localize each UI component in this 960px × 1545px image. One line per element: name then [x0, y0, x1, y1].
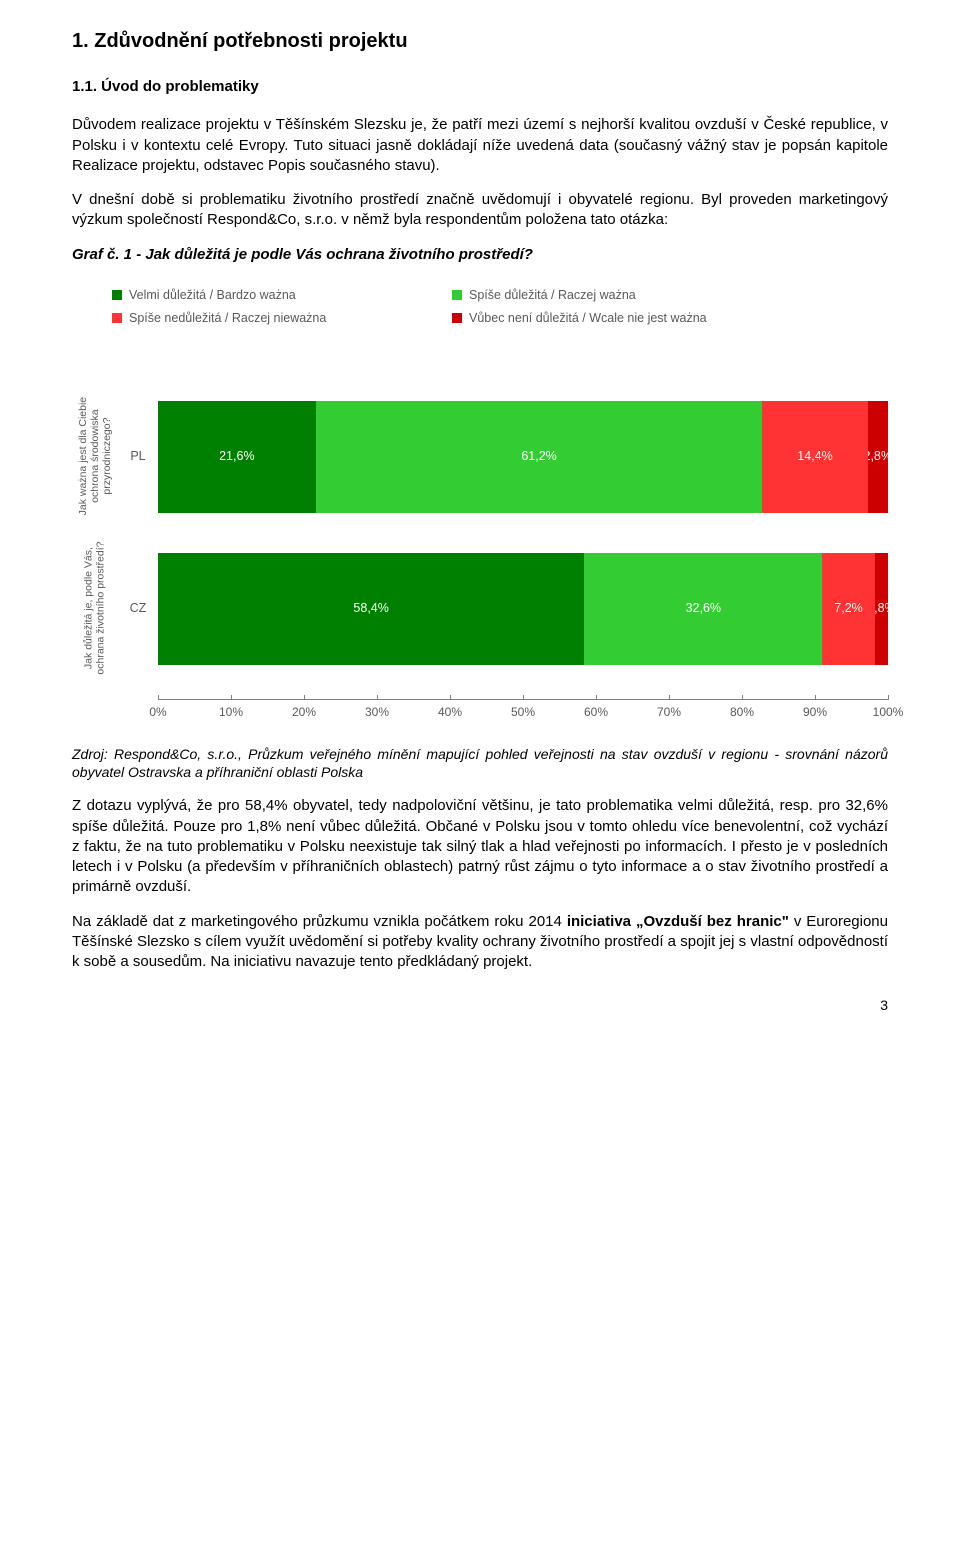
legend-item: Spíše důležitá / Raczej ważna	[452, 287, 636, 304]
y-axis-label: Jak důležitá je, podle Vás,ochrana život…	[72, 553, 118, 665]
heading-subsection: 1.1. Úvod do problematiky	[72, 77, 888, 97]
stacked-bar: 58,4%32,6%7,2%1,8%	[158, 553, 888, 665]
heading-section: 1. Zdůvodnění potřebnosti projektu	[72, 28, 888, 55]
category-label: CZ	[118, 553, 158, 665]
legend-label: Vůbec není důležitá / Wcale nie jest waż…	[469, 310, 707, 327]
bar-segment: 21,6%	[158, 401, 316, 513]
x-tick-label: 80%	[730, 704, 754, 720]
bar-segment: 14,4%	[762, 401, 867, 513]
chart-row: Jak ważna jest dla Ciebieochrona środowi…	[72, 401, 888, 513]
x-tick-label: 0%	[149, 704, 166, 720]
x-tick-label: 90%	[803, 704, 827, 720]
x-tick-label: 30%	[365, 704, 389, 720]
page-number: 3	[72, 996, 888, 1015]
x-axis: 0%10%20%30%40%50%60%70%80%90%100%	[158, 699, 888, 727]
legend-swatch	[452, 313, 462, 323]
paragraph-3: Z dotazu vyplývá, že pro 58,4% obyvatel,…	[72, 796, 888, 897]
x-tick-label: 20%	[292, 704, 316, 720]
x-tick-label: 40%	[438, 704, 462, 720]
chart-source: Zdroj: Respond&Co, s.r.o., Průzkum veřej…	[72, 745, 888, 783]
bar-segment: 2,8%	[868, 401, 888, 513]
legend-item: Velmi důležitá / Bardzo ważna	[112, 287, 452, 304]
x-tick-label: 100%	[873, 704, 904, 720]
x-tick-label: 50%	[511, 704, 535, 720]
legend-swatch	[112, 313, 122, 323]
legend-label: Spíše důležitá / Raczej ważna	[469, 287, 636, 304]
bar-segment: 32,6%	[584, 553, 822, 665]
chart-legend: Velmi důležitá / Bardzo ważna Spíše důle…	[72, 283, 888, 341]
stacked-bar-chart: Jak ważna jest dla Ciebieochrona środowi…	[72, 401, 888, 727]
bar-segment: 1,8%	[875, 553, 888, 665]
text-bold: iniciativa „Ovzduší bez hranic"	[567, 913, 789, 930]
legend-label: Spíše nedůležitá / Raczej nieważna	[129, 310, 326, 327]
bar-segment: 58,4%	[158, 553, 584, 665]
stacked-bar: 21,6%61,2%14,4%2,8%	[158, 401, 888, 513]
legend-item: Vůbec není důležitá / Wcale nie jest waż…	[452, 310, 707, 327]
legend-swatch	[452, 290, 462, 300]
paragraph-2: V dnešní době si problematiku životního …	[72, 190, 888, 231]
legend-item: Spíše nedůležitá / Raczej nieważna	[112, 310, 452, 327]
y-axis-label: Jak ważna jest dla Ciebieochrona środowi…	[72, 401, 118, 513]
bar-segment: 61,2%	[316, 401, 763, 513]
x-tick-label: 60%	[584, 704, 608, 720]
category-label: PL	[118, 401, 158, 513]
x-tick-label: 10%	[219, 704, 243, 720]
paragraph-4: Na základě dat z marketingového průzkumu…	[72, 912, 888, 973]
x-tick-label: 70%	[657, 704, 681, 720]
bar-segment: 7,2%	[822, 553, 875, 665]
chart-row: Jak důležitá je, podle Vás,ochrana život…	[72, 553, 888, 665]
paragraph-1: Důvodem realizace projektu v Těšínském S…	[72, 115, 888, 176]
text-run: Na základě dat z marketingového průzkumu…	[72, 913, 567, 930]
chart-caption: Graf č. 1 - Jak důležitá je podle Vás oc…	[72, 245, 888, 265]
legend-swatch	[112, 290, 122, 300]
legend-label: Velmi důležitá / Bardzo ważna	[129, 287, 296, 304]
